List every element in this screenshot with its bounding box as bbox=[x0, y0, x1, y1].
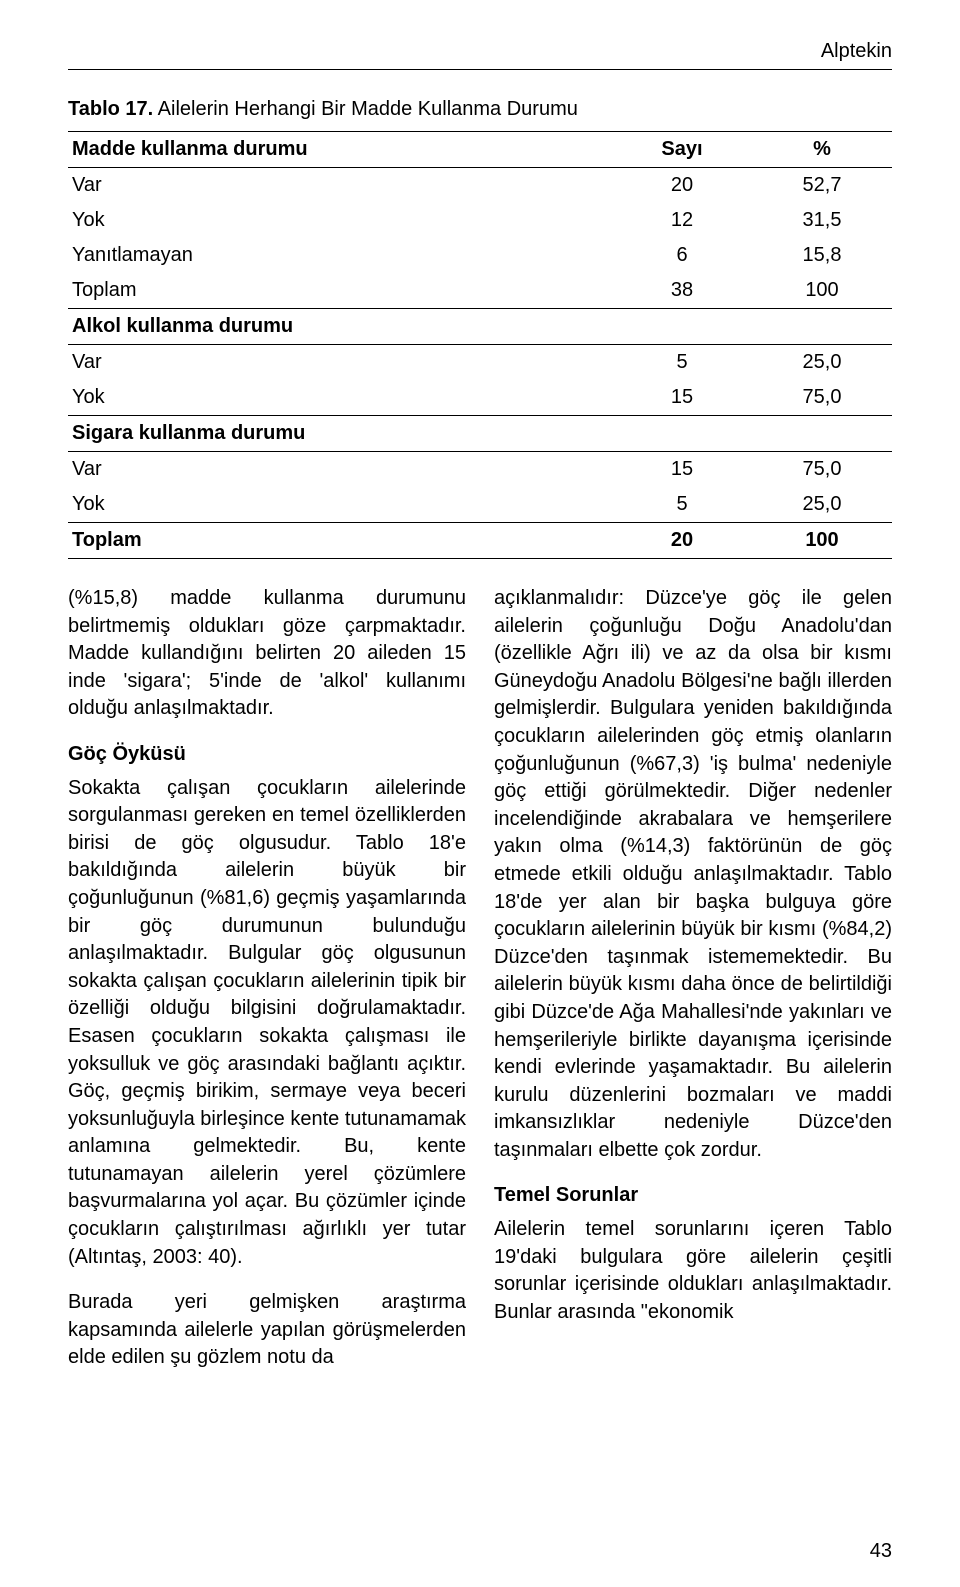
table-caption: Tablo 17. Ailelerin Herhangi Bir Madde K… bbox=[68, 98, 892, 121]
row-label: Var bbox=[68, 168, 612, 204]
table-row: Yok1575,0 bbox=[68, 380, 892, 416]
row-pct: 31,5 bbox=[752, 203, 892, 238]
paragraph: Ailelerin temel sorunlarını içeren Tablo… bbox=[494, 1216, 892, 1326]
page-number: 43 bbox=[870, 1540, 892, 1563]
data-table: Madde kullanma durumu Sayı % Var2052,7 Y… bbox=[68, 131, 892, 559]
subheading-problems: Temel Sorunlar bbox=[494, 1182, 892, 1210]
row-count: 5 bbox=[612, 487, 752, 523]
row-label: Toplam bbox=[68, 523, 612, 559]
row-label: Yok bbox=[68, 487, 612, 523]
row-pct: 15,8 bbox=[752, 238, 892, 273]
row-count: 12 bbox=[612, 203, 752, 238]
row-label: Toplam bbox=[68, 273, 612, 309]
row-label: Var bbox=[68, 345, 612, 381]
right-column: açıklanmalıdır: Düzce'ye göç ile gelen a… bbox=[494, 585, 892, 1372]
table-row: Yok525,0 bbox=[68, 487, 892, 523]
section-heading: Alkol kullanma durumu bbox=[68, 309, 892, 345]
table-row: Yok1231,5 bbox=[68, 203, 892, 238]
table-title: Ailelerin Herhangi Bir Madde Kullanma Du… bbox=[153, 98, 578, 120]
row-count: 15 bbox=[612, 452, 752, 488]
row-count: 5 bbox=[612, 345, 752, 381]
table-number: Tablo 17. bbox=[68, 98, 153, 120]
left-column: (%15,8) madde kullanma durumunu belirtme… bbox=[68, 585, 466, 1372]
table-row: Var525,0 bbox=[68, 345, 892, 381]
running-head-author: Alptekin bbox=[68, 40, 892, 63]
row-label: Yok bbox=[68, 380, 612, 416]
row-pct: 75,0 bbox=[752, 452, 892, 488]
subheading-migration: Göç Öyküsü bbox=[68, 741, 466, 769]
row-count: 20 bbox=[612, 523, 752, 559]
row-pct: 25,0 bbox=[752, 487, 892, 523]
row-pct: 75,0 bbox=[752, 380, 892, 416]
row-count: 20 bbox=[612, 168, 752, 204]
section-heading-row: Sigara kullanma durumu bbox=[68, 416, 892, 452]
col-header-pct: % bbox=[752, 132, 892, 168]
paragraph: açıklanmalıdır: Düzce'ye göç ile gelen a… bbox=[494, 585, 892, 1164]
row-label: Yok bbox=[68, 203, 612, 238]
row-label: Yanıtlamayan bbox=[68, 238, 612, 273]
row-count: 15 bbox=[612, 380, 752, 416]
table-row: Toplam38100 bbox=[68, 273, 892, 309]
col-header-count: Sayı bbox=[612, 132, 752, 168]
row-label: Var bbox=[68, 452, 612, 488]
section-heading-row: Alkol kullanma durumu bbox=[68, 309, 892, 345]
row-count: 6 bbox=[612, 238, 752, 273]
paragraph: Burada yeri gelmişken araştırma kapsamın… bbox=[68, 1289, 466, 1372]
col-header-label: Madde kullanma durumu bbox=[68, 132, 612, 168]
row-pct: 100 bbox=[752, 523, 892, 559]
table-row: Var2052,7 bbox=[68, 168, 892, 204]
table-row: Yanıtlamayan615,8 bbox=[68, 238, 892, 273]
total-row: Toplam20100 bbox=[68, 523, 892, 559]
section-heading: Sigara kullanma durumu bbox=[68, 416, 892, 452]
paragraph: (%15,8) madde kullanma durumunu belirtme… bbox=[68, 585, 466, 723]
body-columns: (%15,8) madde kullanma durumunu belirtme… bbox=[68, 585, 892, 1372]
paragraph: Sokakta çalışan çocukların ailelerinde s… bbox=[68, 775, 466, 1272]
row-pct: 100 bbox=[752, 273, 892, 309]
table-row: Var1575,0 bbox=[68, 452, 892, 488]
row-count: 38 bbox=[612, 273, 752, 309]
row-pct: 52,7 bbox=[752, 168, 892, 204]
header-rule bbox=[68, 69, 892, 70]
table-header-row: Madde kullanma durumu Sayı % bbox=[68, 132, 892, 168]
row-pct: 25,0 bbox=[752, 345, 892, 381]
